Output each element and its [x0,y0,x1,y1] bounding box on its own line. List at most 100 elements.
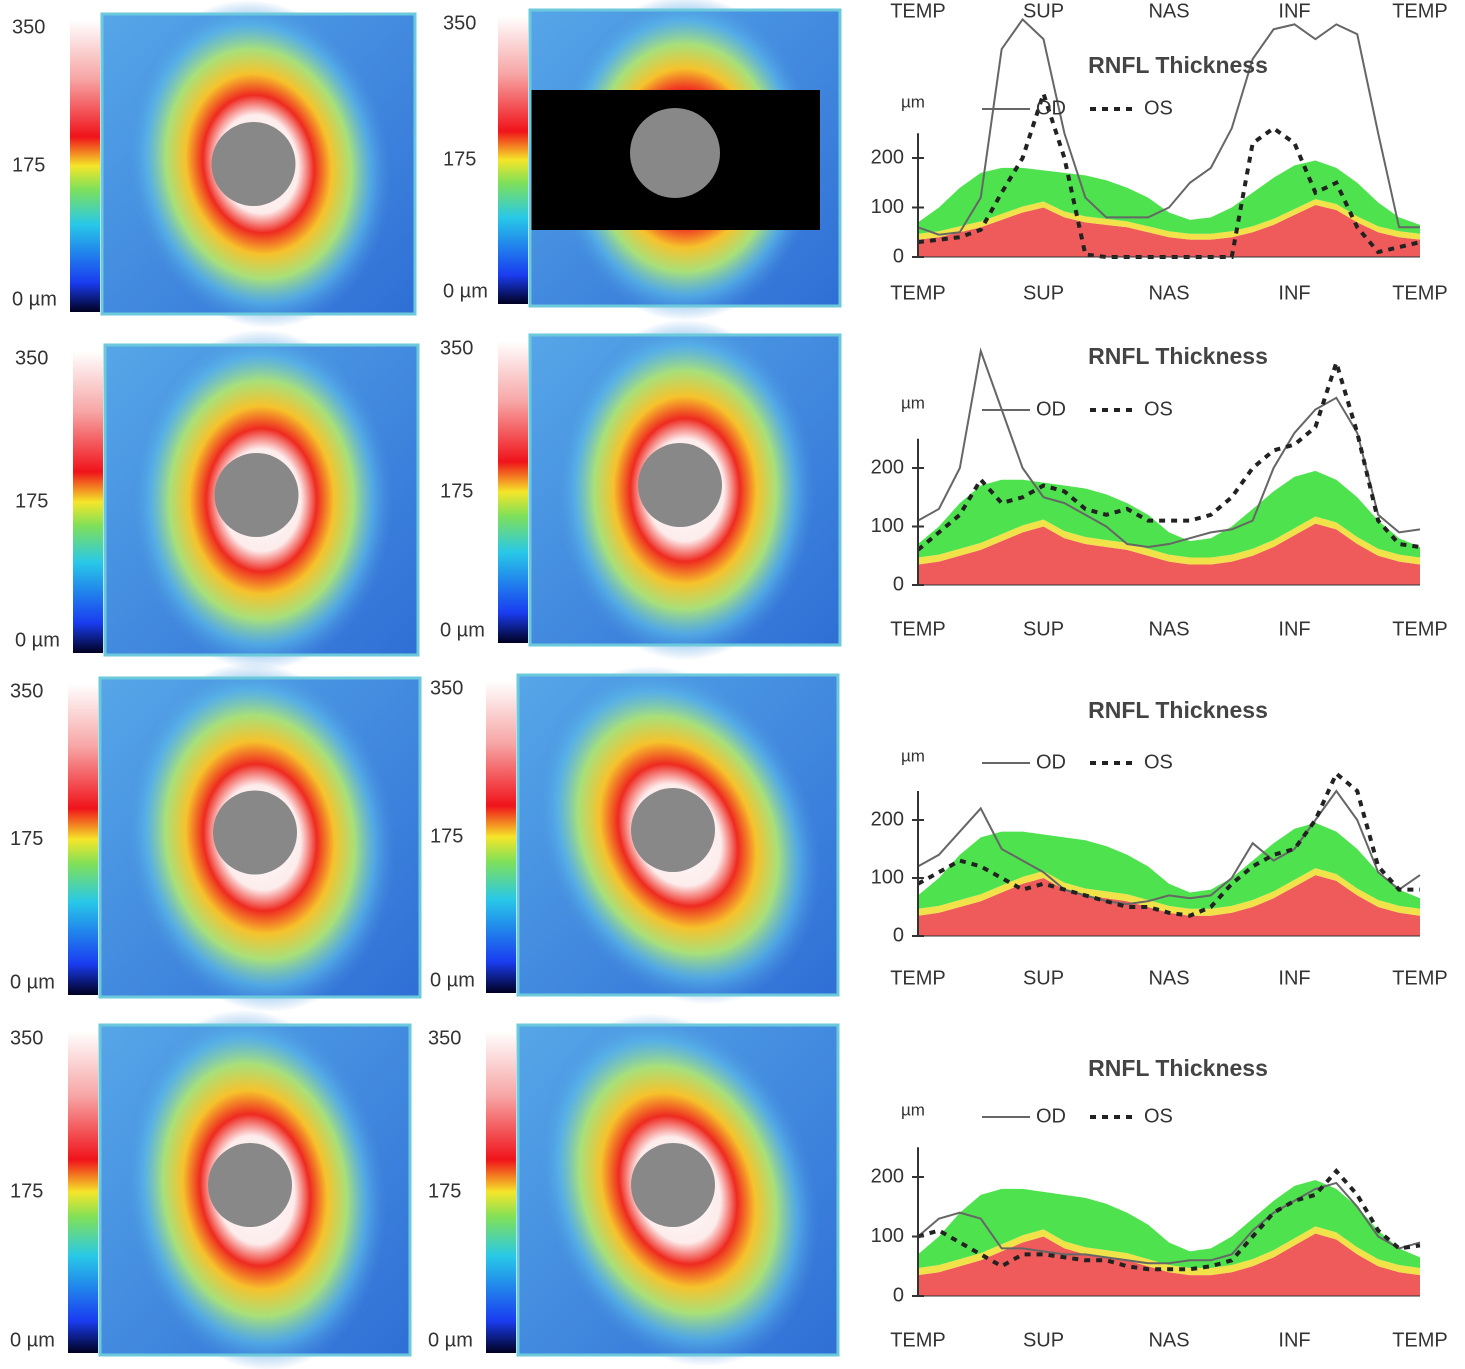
map-frame [100,12,417,316]
map-frame [516,673,840,997]
y-tick-label: 100 [871,515,904,537]
x-tick-label: TEMP [890,618,946,640]
optic-disc [213,790,297,875]
x-tick-label: INF [1278,282,1310,304]
y-tick-label: 100 [871,1225,904,1247]
x-tick-label: INF [1278,967,1310,989]
map-frame [103,343,420,657]
normative-band [918,875,1420,936]
thickness-map: 350 175 0 µm [15,329,420,671]
plot [917,1168,1421,1296]
colorbar-tick-label: 0 µm [440,619,485,641]
colorbar [486,681,516,993]
x-tick-label: NAS [1148,282,1189,304]
thickness-map: 350 175 0 µm [440,319,842,661]
colorbar [73,351,103,653]
colorbar-tick-label: 350 [430,677,463,699]
normative-band [918,868,1420,916]
colorbar-tick-label: 175 [10,828,43,850]
x-tick-label: TEMP [890,1329,946,1351]
x-tick-label: TEMP [890,282,946,304]
normative-band [918,822,1420,909]
colorbar-tick-label: 0 µm [15,629,60,651]
x-tick-label: NAS [1148,0,1189,22]
x-tick-label: TEMP [1392,618,1448,640]
series-line [917,87,1421,259]
series-line [917,17,1420,236]
legend-label: OD [1036,1105,1066,1127]
legend-label: OD [1036,398,1066,420]
x-tick-label: INF [1278,0,1310,22]
legend-label: OS [1144,97,1173,119]
x-tick-label: TEMP [890,967,946,989]
legend-label: OD [1036,751,1066,773]
map-frame [98,676,422,999]
y-axis-label: µm [901,92,925,111]
thickness-map: 350 175 0 µm [10,1009,412,1369]
plot [917,17,1421,259]
optic-disc [638,443,722,527]
colorbar-tick-label: 175 [15,490,48,512]
normative-band [918,523,1420,585]
colorbar [68,684,98,995]
plot [917,770,1421,936]
normative-band [918,1226,1420,1276]
colorbar-tick-label: 175 [428,1180,461,1202]
colorbar-tick-label: 175 [443,148,476,170]
colorbar-tick-label: 0 µm [430,969,475,991]
normative-band [918,205,1420,257]
series-line [917,770,1420,918]
y-tick-label: 0 [893,924,904,946]
series-line [917,789,1421,906]
optic-disc [211,122,296,206]
x-tick-label: TEMP [1392,967,1448,989]
colorbar [498,341,528,643]
x-tick-label: SUP [1023,1329,1064,1351]
thickness-map: 350 175 0 µm [443,0,842,321]
colorbar-tick-label: 175 [440,480,473,502]
x-tick-label: TEMP [1392,0,1448,22]
y-tick-label: 100 [871,196,904,218]
colorbar-tick-label: 175 [12,154,45,176]
chart-title: RNFL Thickness [1088,52,1268,78]
thickness-map: 350 175 0 µm [10,662,422,1013]
series-line [917,1168,1421,1272]
y-tick-label: 0 [893,245,904,267]
map-frame [98,1023,412,1357]
normative-band [918,1179,1420,1269]
colorbar [68,1031,98,1353]
colorbar-tick-label: 0 µm [428,1329,473,1351]
map-frame [528,8,842,308]
chart-title: RNFL Thickness [1088,697,1268,723]
x-tick-label: SUP [1023,618,1064,640]
legend-label: OD [1036,97,1066,119]
y-axis-label: µm [901,393,925,412]
x-tick-label: TEMP [1392,282,1448,304]
x-tick-label: INF [1278,618,1310,640]
normative-band [918,199,1420,240]
x-tick-label: TEMP [1392,1329,1448,1351]
y-tick-label: 0 [893,1284,904,1306]
colorbar-tick-label: 350 [15,347,48,369]
thickness-map: 350 175 0 µm [430,665,840,1005]
colorbar [70,20,100,312]
colorbar-tick-label: 350 [12,16,45,38]
y-axis-label: µm [901,1100,925,1119]
optic-disc [631,1143,715,1227]
x-tick-label: NAS [1148,618,1189,640]
y-tick-label: 0 [893,573,904,595]
colorbar-tick-label: 0 µm [12,288,57,310]
colorbar-tick-label: 350 [428,1027,461,1049]
thickness-map: 350 175 0 µm [12,0,417,329]
colorbar-tick-label: 350 [440,337,473,359]
normative-band [918,470,1420,558]
y-tick-label: 100 [871,866,904,888]
colorbar-tick-label: 0 µm [443,280,488,302]
colorbar-tick-label: 350 [10,680,43,702]
y-tick-label: 200 [871,146,904,168]
legend-label: OS [1144,398,1173,420]
x-tick-label: SUP [1023,967,1064,989]
y-tick-label: 200 [871,1165,904,1187]
map-frame [528,333,842,647]
